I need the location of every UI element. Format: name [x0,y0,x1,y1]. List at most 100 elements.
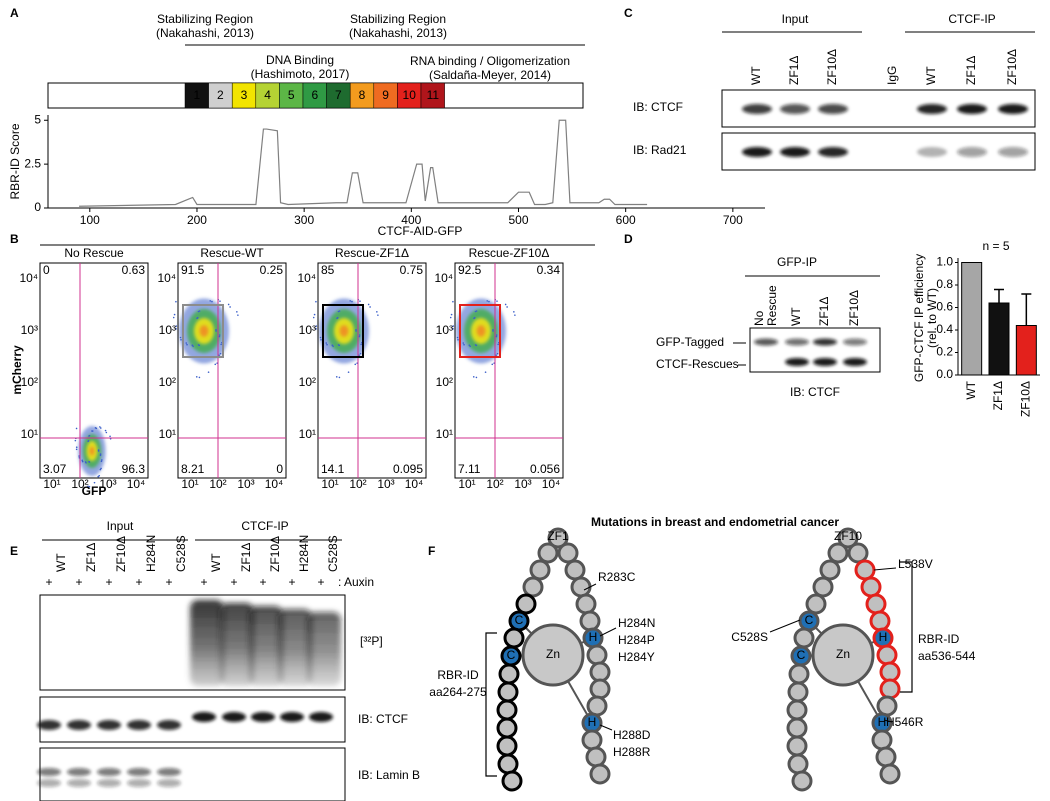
band-label: CTCF-Rescues [656,357,739,371]
residue [498,663,520,685]
rbr-line [79,119,648,207]
bar [988,302,1010,376]
quadrant-value: 0.056 [530,462,560,476]
blot-band [785,338,809,346]
cell-dot [98,474,101,477]
residue [497,681,519,703]
x-tick-label: 10⁴ [542,477,561,491]
blot-band [157,768,181,776]
cell-dot [359,300,361,302]
residue [876,695,898,717]
cell-dot [81,460,84,463]
y-tick-label: 0.6 [936,300,953,314]
cell-dot [315,325,318,327]
cell-dot [75,446,78,449]
quadrant-value: 7.11 [458,462,481,476]
zinc-finger-label: 9 [382,88,389,102]
quadrant-value: 0.34 [537,263,561,277]
x-tick-label: 200 [187,213,207,227]
cell-dot [198,344,201,347]
residue [879,678,901,700]
lane-label: ZF1Δ [964,56,978,85]
cell-dot [486,300,489,302]
cell-dot [354,363,357,366]
leader [873,567,897,571]
x-tick-label: 10⁴ [265,477,284,491]
smear [220,603,254,686]
cell-dot [313,313,316,316]
band-label: GFP-Tagged [656,335,724,349]
panel-label: D [624,232,633,246]
lane-label: ZF1Δ [817,297,831,326]
residue [564,559,586,581]
blot [39,696,346,743]
x-tick-label: 500 [508,213,528,227]
mutation-label: H284N [618,616,655,630]
cell-dot [94,427,97,429]
cell-dot [218,335,221,338]
x-tick-label: ZF10Δ [1019,381,1033,417]
y-tick-label: 10¹ [21,427,38,441]
lane-label: No [752,310,766,326]
blot-band [157,720,181,730]
plot-title: Rescue-ZF1Δ [335,246,409,260]
cell-dot [88,485,91,488]
cell-dot [185,342,188,344]
residue [515,593,537,615]
zinc-label: Zn [836,647,850,661]
residue [805,593,827,615]
residue [496,717,518,739]
residue [496,735,518,757]
cell-dot [88,435,90,437]
annotation-title: DNA Binding [266,53,334,67]
quadrant-value: 14.1 [321,462,345,476]
y-tick-label: 1.0 [936,255,953,269]
cell-dot [105,431,108,434]
residue [497,753,519,775]
x-tick-label: 10² [209,477,226,491]
y-tick-label: 2.5 [24,156,41,170]
cell-density [199,325,209,337]
mutation-label: H288R [613,745,651,759]
mutation-label: H288D [613,728,651,742]
cell-dot [495,354,497,356]
cell-dot [452,325,455,327]
treatment-symbol: + [135,575,142,589]
annotation-source: (Nakahashi, 2013) [156,26,254,40]
residue [575,593,597,615]
zinc-finger-label: 2 [217,88,224,102]
x-tick-label: 600 [616,213,636,227]
residue [786,717,808,739]
cell-dot [99,468,102,471]
blot-band [127,768,151,776]
cell-dot [186,343,188,346]
zinc-finger-label: 5 [288,88,295,102]
residue [812,576,834,598]
blot-band [742,147,772,157]
residue [791,770,813,792]
residue-label: C [515,613,524,627]
cell-dot [88,461,91,463]
y-axis-label: GFP-CTCF IP efficiency [912,254,926,382]
mutation-label: L538V [898,557,933,571]
blot-band [957,104,987,114]
cell-dot [198,376,201,379]
residue [787,681,809,703]
cell-dot [315,300,317,303]
finger-name: ZF1 [547,529,569,543]
blot-label: IB: Rad21 [633,143,687,157]
blot-label: [³²P] [360,634,383,648]
blot-band [754,338,778,346]
gate [182,304,224,358]
x-tick-label: 10³ [377,477,394,491]
blot-band [97,768,121,776]
residue [827,542,849,564]
y-axis-label: RBR-ID Score [8,123,22,199]
cell-dot [229,306,231,308]
smear [278,609,312,686]
rbr-range: aa536-544 [918,649,976,663]
residue [847,542,869,564]
panel-label: F [428,544,435,558]
y-tick-label: 10³ [21,323,38,337]
cell-dot [472,376,475,378]
